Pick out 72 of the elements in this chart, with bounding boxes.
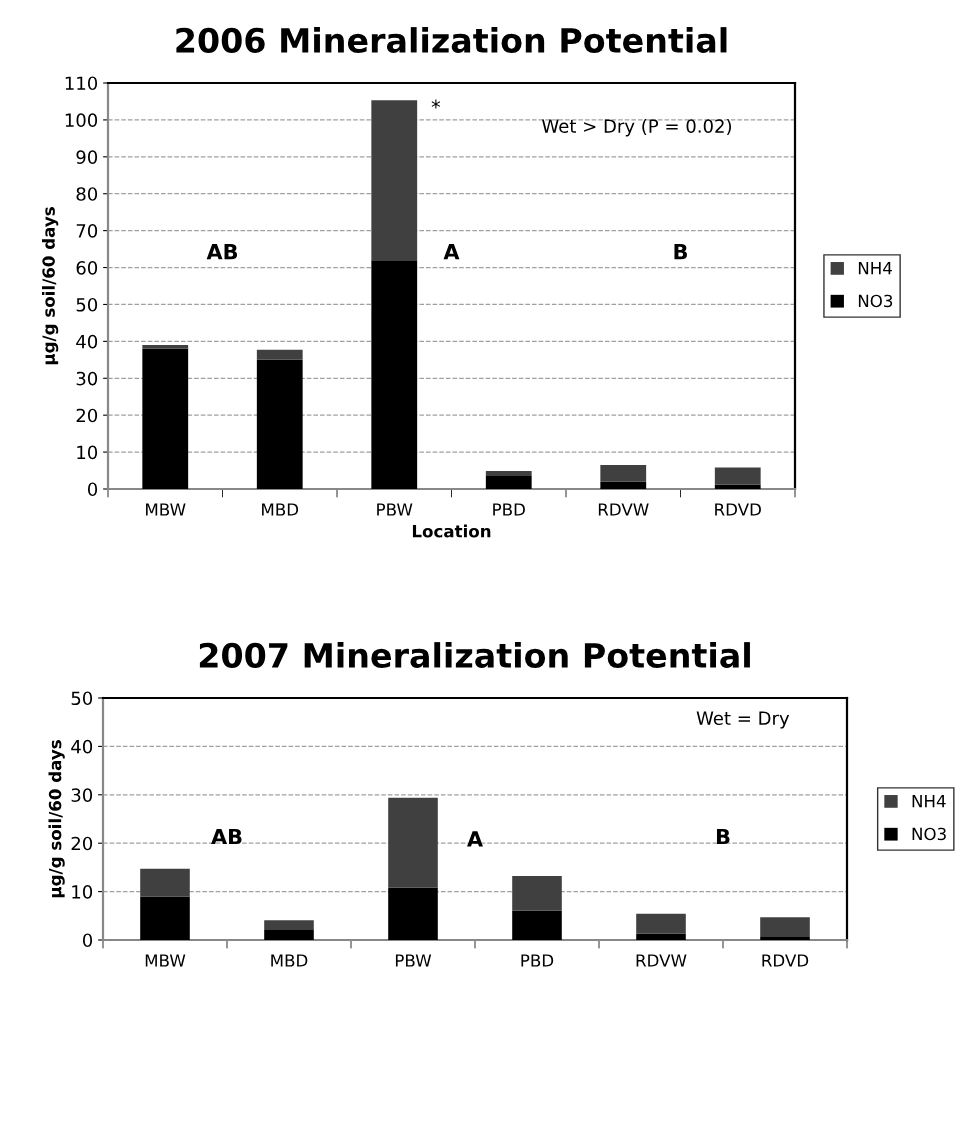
x-axis-title: Location bbox=[412, 524, 491, 538]
y-tick-label: 80 bbox=[76, 187, 98, 201]
legend-label: NH4 bbox=[858, 262, 892, 275]
bar bbox=[256, 349, 303, 360]
bar bbox=[264, 920, 314, 930]
bar bbox=[636, 913, 686, 934]
legend-label: NH4 bbox=[912, 795, 946, 808]
x-tick-label: RDVW bbox=[636, 954, 687, 967]
y-axis-title: µg/g soil/60 days bbox=[42, 207, 59, 365]
y-tick-label: 40 bbox=[76, 334, 98, 349]
y-tick-label: 110 bbox=[65, 76, 98, 91]
x-tick-label: PBD bbox=[493, 503, 525, 516]
y-tick-label: 10 bbox=[77, 445, 98, 460]
bar bbox=[714, 484, 761, 489]
bar bbox=[636, 933, 686, 940]
y-tick-label: 10 bbox=[72, 885, 93, 899]
bar bbox=[256, 359, 303, 489]
y-tick-label: 20 bbox=[71, 836, 93, 851]
x-tick-label: MBW bbox=[146, 503, 186, 516]
bar bbox=[600, 481, 647, 489]
annotation: AB bbox=[211, 828, 242, 845]
chart-title: 2006 Mineralization Potential bbox=[176, 27, 727, 53]
bar bbox=[142, 345, 189, 349]
x-tick-label: PBW bbox=[377, 503, 413, 516]
chart-title: 2007 Mineralization Potential bbox=[199, 642, 750, 668]
x-tick-label: MBD bbox=[271, 954, 308, 967]
x-tick-label: PBD bbox=[521, 954, 554, 967]
bar bbox=[512, 910, 562, 940]
annotation: Wet = Dry bbox=[696, 711, 790, 729]
bar bbox=[142, 348, 189, 489]
y-tick-label: 0 bbox=[87, 482, 98, 497]
bar bbox=[714, 467, 761, 485]
x-tick-label: RDVD bbox=[762, 954, 809, 967]
annotation: AB bbox=[206, 244, 238, 260]
bar bbox=[388, 797, 438, 888]
legend-label: NO3 bbox=[858, 294, 893, 308]
y-tick-label: 50 bbox=[71, 691, 93, 706]
bar bbox=[264, 929, 314, 940]
y-tick-label: 60 bbox=[76, 261, 98, 275]
bar bbox=[140, 868, 190, 897]
y-axis-title: µg/g soil/60 days bbox=[48, 740, 65, 898]
bar bbox=[485, 475, 532, 489]
bar bbox=[600, 465, 647, 482]
bar bbox=[140, 896, 190, 940]
bar bbox=[512, 876, 562, 911]
annotation: B bbox=[674, 244, 687, 260]
annotation: * bbox=[431, 99, 441, 109]
x-tick-label: MBW bbox=[145, 954, 186, 967]
x-tick-label: RDVD bbox=[715, 503, 761, 516]
annotation: Wet > Dry (P = 0.02) bbox=[542, 118, 731, 137]
x-tick-label: MBD bbox=[262, 503, 299, 516]
bar bbox=[388, 887, 438, 940]
annotation: B bbox=[716, 828, 730, 845]
y-tick-label: 70 bbox=[76, 224, 98, 238]
bar bbox=[371, 260, 418, 489]
bar bbox=[485, 470, 532, 476]
annotation: A bbox=[467, 831, 483, 847]
y-tick-label: 20 bbox=[76, 408, 98, 423]
y-tick-label: 90 bbox=[76, 150, 98, 164]
y-tick-label: 40 bbox=[71, 739, 93, 754]
bar bbox=[760, 917, 810, 937]
y-tick-label: 30 bbox=[71, 788, 93, 802]
annotation: A bbox=[443, 244, 460, 260]
y-tick-label: 50 bbox=[76, 297, 98, 312]
bar bbox=[760, 936, 810, 940]
x-tick-label: PBW bbox=[395, 954, 432, 967]
y-tick-label: 100 bbox=[65, 113, 98, 128]
y-tick-label: 0 bbox=[82, 933, 93, 948]
y-tick-label: 30 bbox=[76, 371, 98, 386]
x-tick-label: RDVW bbox=[598, 503, 649, 516]
legend-label: NO3 bbox=[912, 827, 946, 841]
bar bbox=[371, 100, 418, 261]
